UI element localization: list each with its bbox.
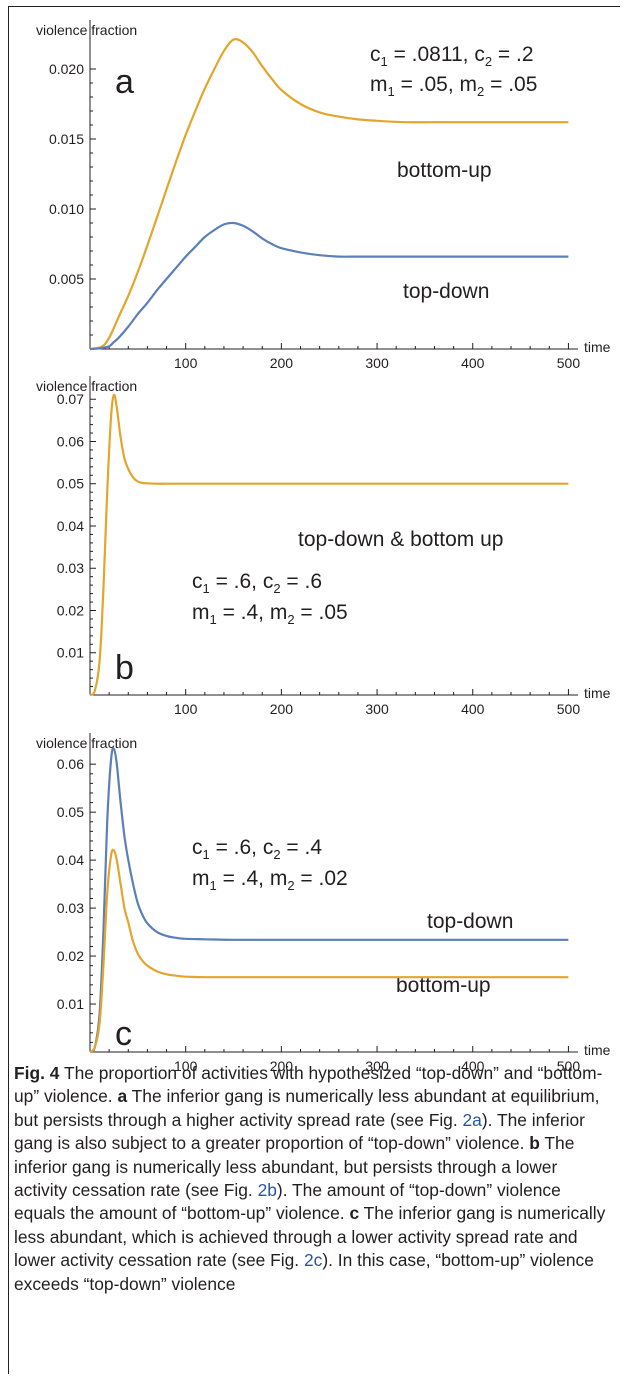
chart-panel-b: violence fraction time b c1 = .6, c2 = .… xyxy=(36,376,611,717)
x-tick-label: 200 xyxy=(270,701,294,717)
x-tick-label: 500 xyxy=(557,355,581,371)
y-tick-label: 0.05 xyxy=(57,804,84,820)
caption-letter-a: a xyxy=(117,1086,128,1107)
x-tick-label: 300 xyxy=(365,701,389,717)
panel-letter: a xyxy=(115,63,134,101)
params-line-1: c1 = .0811, c2 = .2 xyxy=(370,43,534,69)
x-tick-label: 500 xyxy=(557,1058,581,1074)
params-line-2: m1 = .4, m2 = .02 xyxy=(192,867,348,893)
y-tick-label: 0.01 xyxy=(57,996,84,1012)
y-tick-label: 0.03 xyxy=(57,900,84,916)
y-tick-label: 0.01 xyxy=(57,645,84,661)
x-tick-label: 300 xyxy=(365,355,389,371)
series-label-bottom-up: bottom-up xyxy=(396,974,491,997)
params-line-2: m1 = .4, m2 = .05 xyxy=(192,601,348,627)
caption-intro: The proportion of activities with hypoth… xyxy=(14,1063,603,1107)
y-tick-label: 0.04 xyxy=(57,852,84,868)
panel-letter: c xyxy=(115,1015,132,1053)
y-tick-label: 0.010 xyxy=(49,201,84,217)
x-axis-label: time xyxy=(584,339,611,355)
series-line-top-down-bottom-up xyxy=(89,393,569,697)
caption-letter-c: c xyxy=(349,1203,360,1224)
y-tick-label: 0.02 xyxy=(57,602,84,618)
caption-text-b2: ). The amount of “top-down” violence equ… xyxy=(14,1180,561,1224)
series-line-bottom-up xyxy=(89,38,569,351)
y-tick-label: 0.020 xyxy=(49,61,84,77)
chart-panel-a: violence fraction time a c1 = .0811, c2 … xyxy=(36,20,611,371)
y-tick-label: 0.015 xyxy=(49,131,84,147)
params-line-1: c1 = .6, c2 = .6 xyxy=(192,570,322,596)
x-tick-label: 400 xyxy=(461,355,485,371)
figure-caption: Fig. 4 The proportion of activities with… xyxy=(14,1062,614,1296)
y-tick-label: 0.04 xyxy=(57,518,84,534)
y-tick-label: 0.05 xyxy=(57,476,84,492)
y-tick-label: 0.02 xyxy=(57,948,84,964)
series-label-top-down-and-bottom-up: top-down & bottom up xyxy=(298,528,503,551)
params-line-1: c1 = .6, c2 = .4 xyxy=(192,836,322,862)
series-line-top-down xyxy=(89,747,569,1053)
x-tick-label: 200 xyxy=(270,1058,294,1074)
figure-frame-top xyxy=(8,6,620,7)
figure-frame-left xyxy=(8,6,9,1374)
series-line-top-down xyxy=(89,221,569,351)
caption-ref-2a[interactable]: 2a xyxy=(462,1109,482,1130)
series-label-top-down: top-down xyxy=(403,280,489,303)
caption-fig-label: Fig. 4 xyxy=(14,1063,60,1083)
caption-text-c1: The inferior gang is numerically less ab… xyxy=(14,1203,606,1271)
series-label-top-down: top-down xyxy=(427,910,513,933)
x-tick-label: 100 xyxy=(174,355,198,371)
params-line-2: m1 = .05, m2 = .05 xyxy=(370,73,537,99)
caption-text-a1: The inferior gang is numerically less ab… xyxy=(14,1086,600,1130)
y-tick-label: 0.005 xyxy=(49,271,84,287)
caption-text-c2: ). In this case, “bottom-up” violence ex… xyxy=(14,1250,594,1294)
y-axis-label: violence fraction xyxy=(36,735,137,751)
y-axis-label: violence fraction xyxy=(36,378,137,394)
x-tick-label: 100 xyxy=(174,1058,198,1074)
panel-letter: b xyxy=(115,649,134,687)
caption-text-b1: The inferior gang is numerically less ab… xyxy=(14,1133,575,1201)
x-tick-label: 400 xyxy=(461,1058,485,1074)
x-tick-label: 500 xyxy=(557,701,581,717)
series-label-bottom-up: bottom-up xyxy=(397,159,492,182)
y-tick-label: 0.07 xyxy=(57,391,84,407)
series-line-bottom-up xyxy=(89,848,569,1053)
x-tick-label: 300 xyxy=(365,1058,389,1074)
x-axis-label: time xyxy=(584,685,611,701)
y-tick-label: 0.06 xyxy=(57,433,84,449)
x-tick-label: 400 xyxy=(461,701,485,717)
y-axis-label: violence fraction xyxy=(36,22,137,38)
chart-panel-c: violence fraction time c c1 = .6, c2 = .… xyxy=(36,733,611,1074)
x-tick-label: 100 xyxy=(174,701,198,717)
caption-letter-b: b xyxy=(529,1133,540,1154)
caption-ref-2c[interactable]: 2c xyxy=(303,1250,323,1271)
x-tick-label: 200 xyxy=(270,355,294,371)
x-axis-label: time xyxy=(584,1042,611,1058)
caption-text-a2: ). The inferior gang is also subject to … xyxy=(14,1109,585,1154)
y-tick-label: 0.03 xyxy=(57,560,84,576)
caption-ref-2b[interactable]: 2b xyxy=(257,1180,277,1201)
y-tick-label: 0.06 xyxy=(57,756,84,772)
